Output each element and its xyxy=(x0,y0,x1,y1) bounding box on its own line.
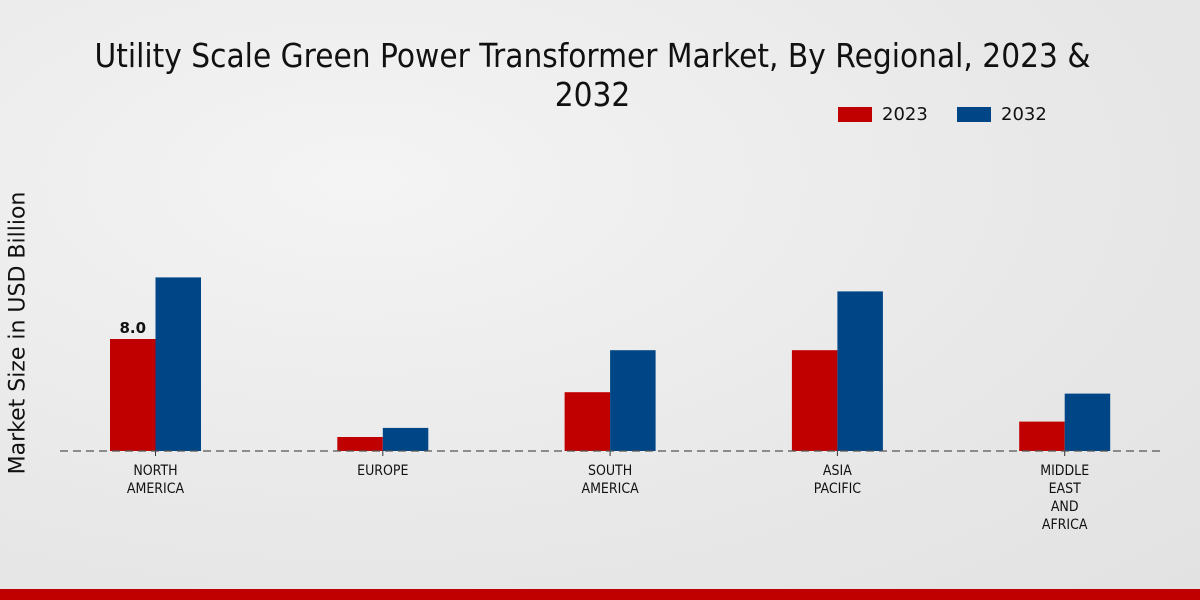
x-tick-label: ASIA xyxy=(823,463,852,479)
bar-2032-1 xyxy=(382,427,429,451)
bar-2023-0 xyxy=(110,339,156,451)
bar-2023-3 xyxy=(791,350,838,451)
legend-label-2032: 2032 xyxy=(1001,104,1047,125)
x-tick-label: MIDDLE xyxy=(1040,463,1089,479)
x-tick-label: AFRICA xyxy=(1042,517,1088,533)
x-tick-label: AND xyxy=(1051,499,1079,515)
legend-item-2023: 2023 xyxy=(838,104,928,125)
legend-item-2032: 2032 xyxy=(957,104,1047,125)
bar-2032-3 xyxy=(837,291,883,451)
x-tick-label: SOUTH xyxy=(588,463,632,479)
bar-2023-2 xyxy=(564,392,611,451)
footer-bar xyxy=(0,589,1200,600)
x-tick-label: NORTH xyxy=(133,463,177,479)
bar-2032-2 xyxy=(610,350,656,451)
data-label: 8.0 xyxy=(119,319,146,337)
bar-2032-0 xyxy=(155,277,201,451)
legend-swatch-2023 xyxy=(838,107,872,122)
x-tick-label: PACIFIC xyxy=(814,481,861,497)
x-tick-label: EAST xyxy=(1049,481,1082,497)
legend-label-2023: 2023 xyxy=(882,104,928,125)
legend-swatch-2032 xyxy=(957,107,991,122)
x-tick-label: EUROPE xyxy=(357,463,408,479)
bar-2032-4 xyxy=(1064,393,1111,451)
x-tick-label: AMERICA xyxy=(127,481,184,497)
x-tick-label: AMERICA xyxy=(581,481,638,497)
chart-title: Utility Scale Green Power Transformer Ma… xyxy=(94,36,1091,114)
bar-2023-4 xyxy=(1019,421,1065,451)
bar-2023-1 xyxy=(337,437,383,451)
